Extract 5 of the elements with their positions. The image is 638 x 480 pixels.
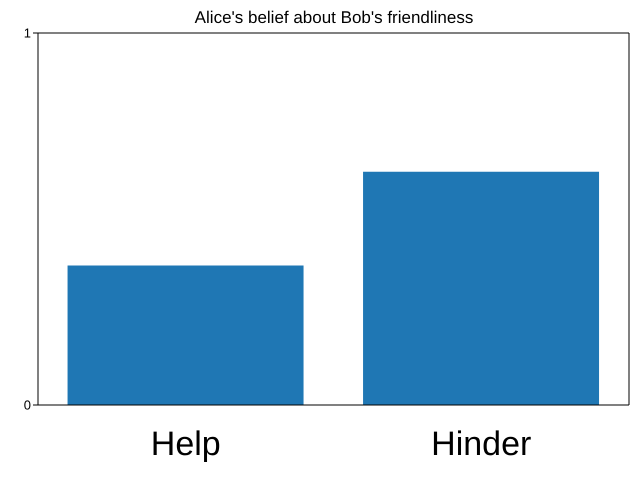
y-tick-label: 0 bbox=[24, 398, 31, 413]
x-tick-label: Hinder bbox=[431, 425, 532, 464]
chart-title: Alice's belief about Bob's friendliness bbox=[194, 8, 474, 28]
y-tick-label: 1 bbox=[24, 26, 31, 41]
x-tick-label: Help bbox=[150, 425, 221, 464]
